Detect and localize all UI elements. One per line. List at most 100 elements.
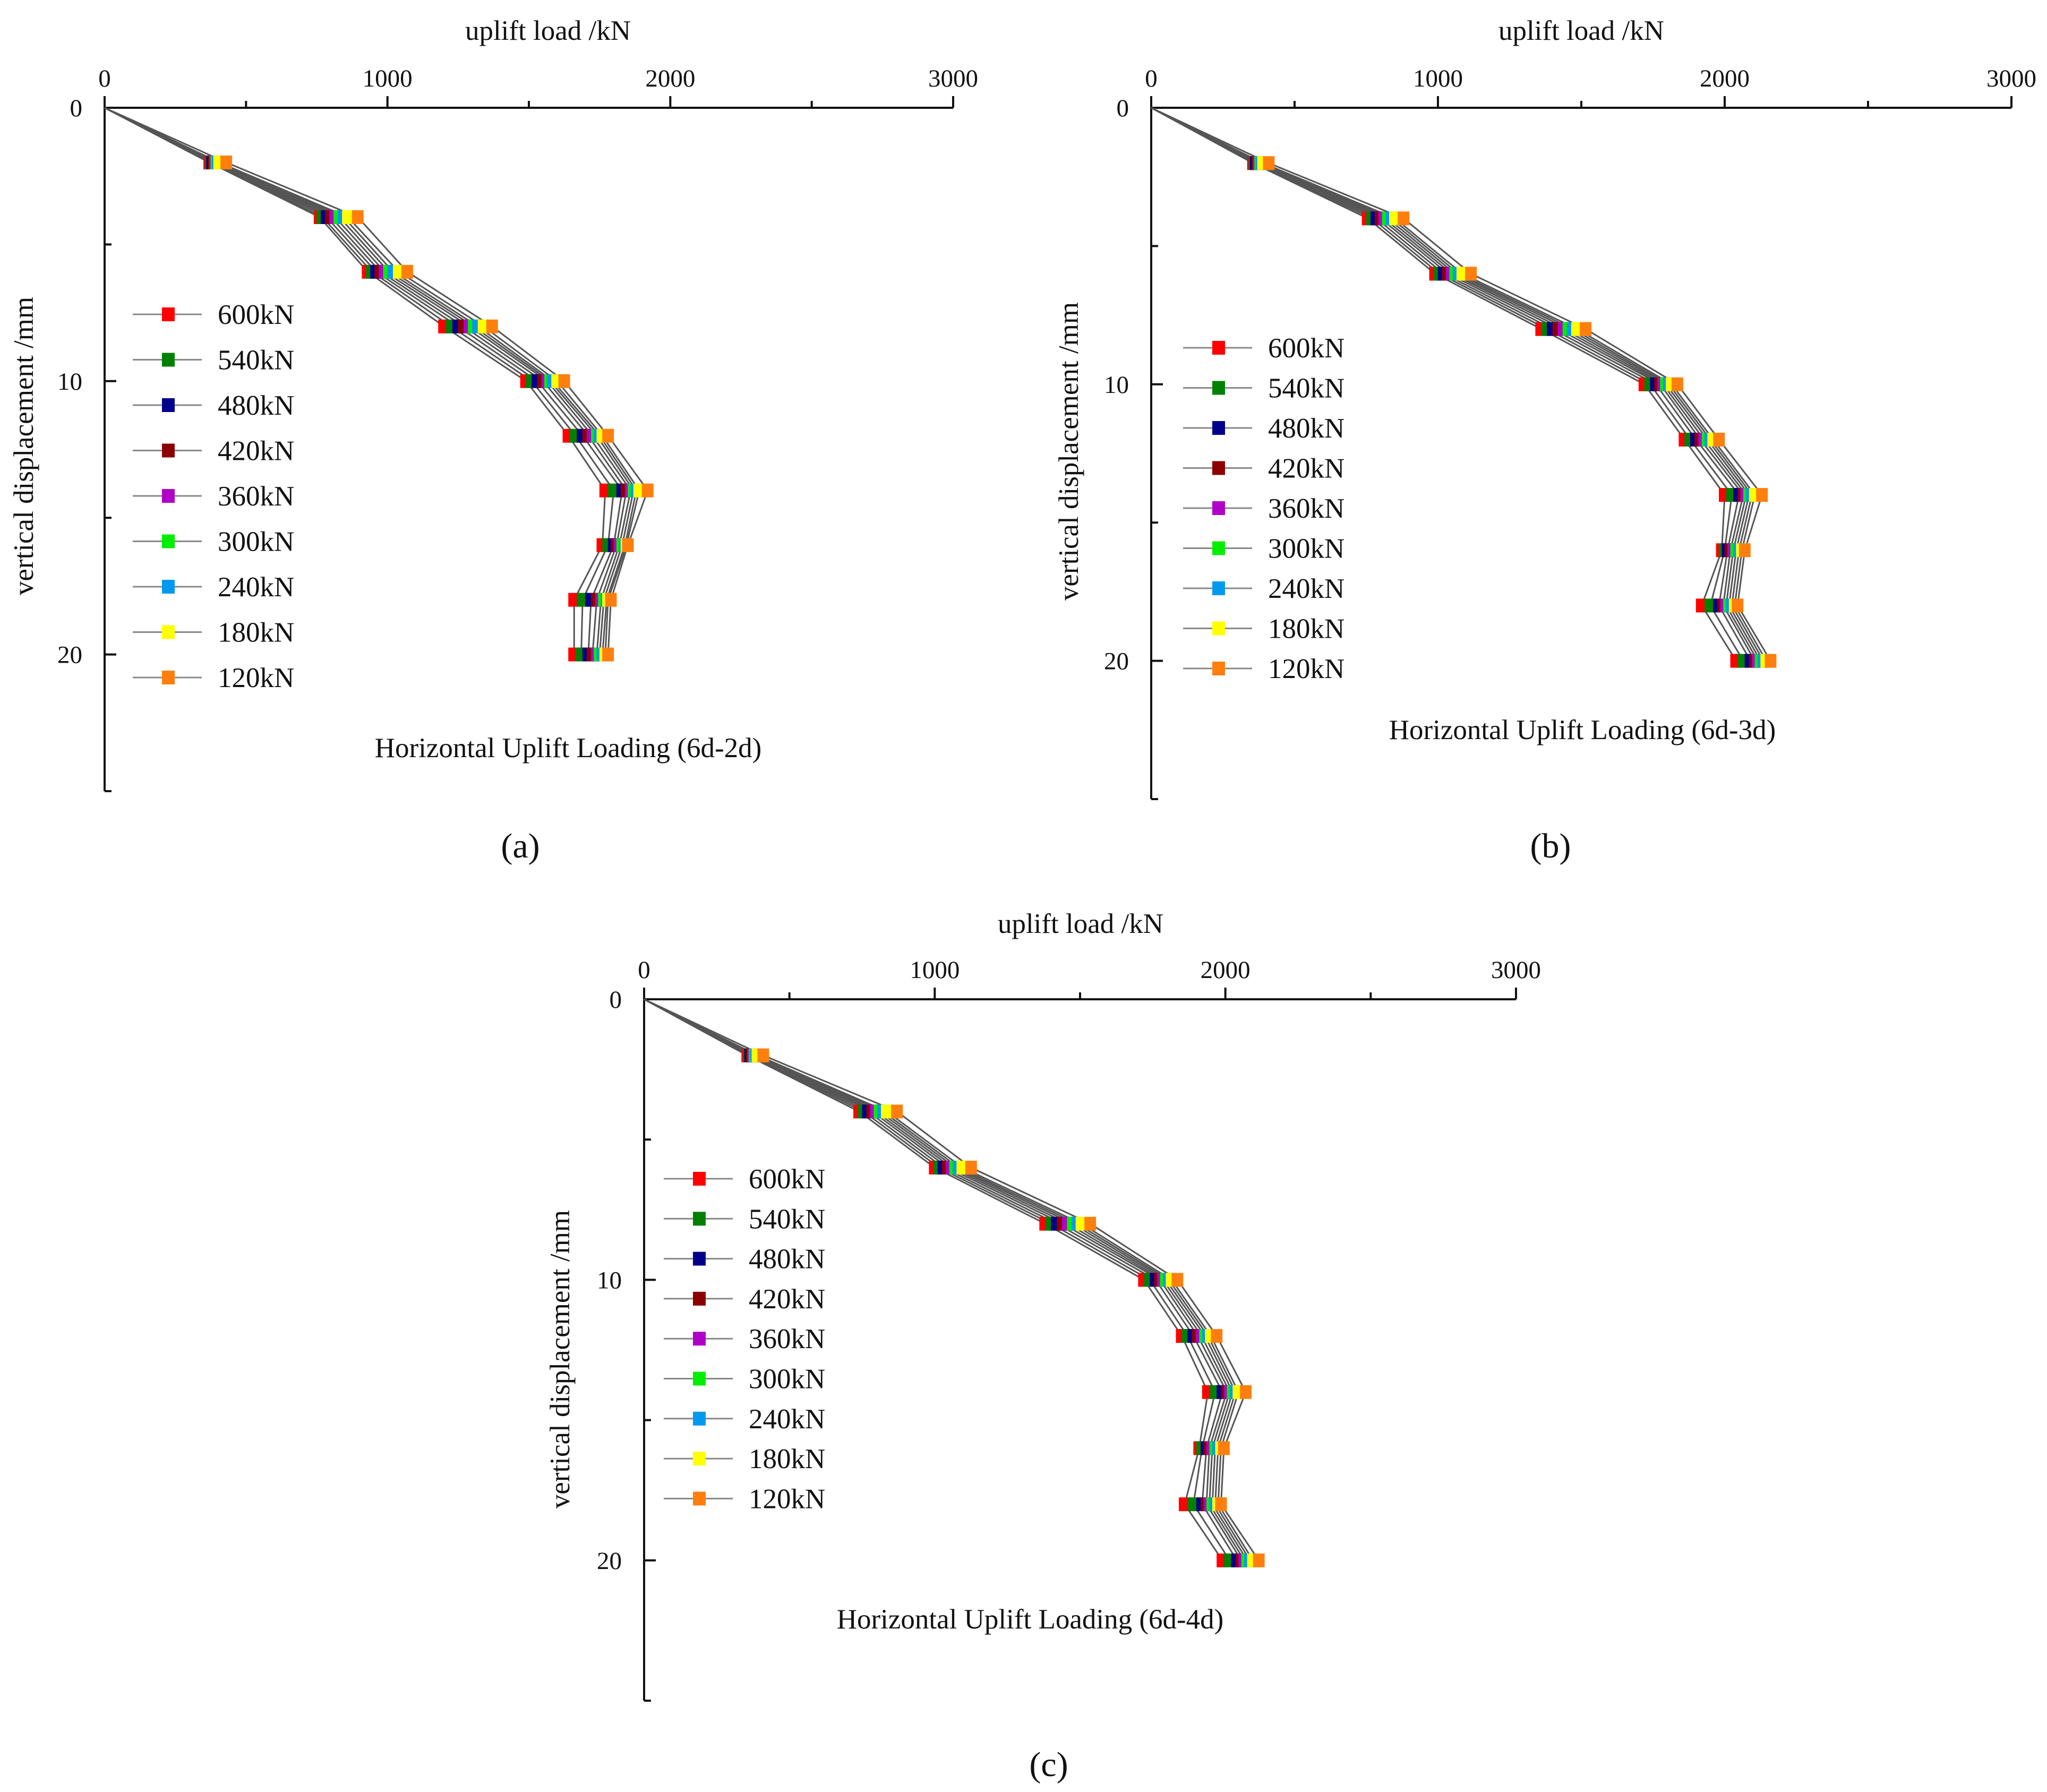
data-point-120kN — [1171, 1273, 1184, 1287]
x-tick-label: 3000 — [1986, 65, 2036, 92]
y-tick-label: 10 — [57, 368, 82, 396]
data-point-120kN — [1671, 377, 1683, 391]
data-point-120kN — [486, 319, 498, 333]
legend-label: 120kN — [218, 663, 294, 693]
data-point-120kN — [1253, 1553, 1265, 1567]
legend-marker — [1212, 381, 1225, 395]
legend-label: 360kN — [749, 1324, 825, 1354]
legend-label: 420kN — [218, 436, 294, 467]
legend-label: 540kN — [749, 1204, 825, 1234]
legend-label: 480kN — [1268, 413, 1344, 444]
data-point-120kN — [602, 647, 614, 662]
panel-label: (c) — [1029, 1745, 1068, 1784]
data-point-120kN — [1765, 654, 1777, 668]
data-point-120kN — [605, 593, 617, 607]
legend-marker — [693, 1212, 706, 1226]
x-axis-title: uplift load /kN — [998, 908, 1163, 939]
data-point-120kN — [1738, 543, 1751, 558]
x-tick-label: 1000 — [910, 956, 960, 984]
data-point-120kN — [1580, 322, 1592, 336]
chart-title: Horizontal Uplift Loading (6d-4d) — [837, 1604, 1224, 1635]
legend-marker — [1212, 501, 1225, 515]
legend-marker — [693, 1452, 706, 1466]
legend-marker — [693, 1251, 706, 1266]
x-tick-label: 1000 — [1413, 65, 1463, 92]
data-point-180kN — [881, 1104, 893, 1119]
y-axis-title: vertical displacement /mm — [545, 1210, 576, 1508]
x-axis-title: uplift load /kN — [1498, 15, 1664, 46]
chart-panel-0: 0 1000 2000 3000 0 10 20 uplift load /kN vertica… — [8, 15, 978, 865]
legend-marker — [162, 580, 175, 594]
legend-marker — [693, 1332, 706, 1346]
legend-label: 300kN — [1268, 534, 1344, 564]
y-tick-label: 10 — [1104, 371, 1129, 399]
legend-marker — [693, 1411, 706, 1426]
data-point-120kN — [891, 1104, 903, 1119]
x-tick-label: 1000 — [363, 65, 413, 92]
panel-label: (b) — [1530, 827, 1571, 865]
legend-label: 360kN — [218, 481, 294, 512]
legend-label: 300kN — [749, 1364, 825, 1395]
x-tick-label: 3000 — [928, 65, 978, 92]
y-tick-label: 20 — [1104, 648, 1129, 675]
legend-marker — [162, 489, 175, 503]
legend-marker — [162, 671, 175, 684]
data-point-120kN — [220, 155, 233, 169]
legend-label: 480kN — [218, 390, 294, 421]
legend-label: 420kN — [1268, 453, 1344, 484]
chart-title: Horizontal Uplift Loading (6d-3d) — [1389, 715, 1776, 745]
legend-label: 120kN — [749, 1484, 825, 1514]
legend-marker — [1212, 421, 1225, 435]
data-point-120kN — [1239, 1385, 1252, 1399]
y-axis-title: vertical displacement /mm — [1054, 302, 1084, 601]
legend-marker — [1212, 461, 1225, 475]
legend-marker — [162, 534, 175, 548]
legend-marker — [162, 443, 175, 458]
chart-panel-1: 0 1000 2000 3000 0 10 20 uplift load /kN vertica… — [1054, 15, 2036, 865]
data-point-120kN — [602, 428, 614, 443]
legend-label: 600kN — [218, 299, 294, 330]
legend-label: 540kN — [1268, 373, 1344, 404]
panel-label: (a) — [501, 827, 539, 865]
data-point-120kN — [622, 538, 634, 552]
y-tick-label: 10 — [597, 1266, 622, 1294]
x-tick-label: 2000 — [1700, 65, 1750, 92]
legend-marker — [693, 1291, 706, 1306]
x-tick-label: 0 — [98, 65, 111, 92]
legend-label: 600kN — [1268, 333, 1344, 364]
legend-label: 420kN — [749, 1284, 825, 1315]
x-tick-label: 2000 — [645, 65, 695, 92]
y-tick-label: 20 — [57, 641, 82, 669]
legend-label: 480kN — [749, 1244, 825, 1275]
data-point-120kN — [1215, 1497, 1227, 1512]
data-point-120kN — [401, 264, 413, 279]
legend-marker — [162, 398, 175, 412]
legend-label: 120kN — [1268, 654, 1344, 684]
data-point-120kN — [1211, 1329, 1223, 1343]
legend-marker — [162, 625, 175, 639]
legend-label: 540kN — [218, 345, 294, 376]
x-tick-label: 0 — [638, 956, 650, 984]
legend-label: 600kN — [749, 1164, 825, 1195]
legend-marker — [693, 1371, 706, 1386]
data-point-120kN — [1084, 1216, 1097, 1231]
y-tick-label: 20 — [597, 1547, 622, 1575]
data-point-120kN — [1465, 267, 1477, 281]
y-axis-title: vertical displacement /mm — [8, 297, 39, 595]
data-point-120kN — [965, 1161, 977, 1175]
data-point-120kN — [352, 210, 364, 224]
legend-marker — [693, 1491, 706, 1506]
data-point-120kN — [1398, 211, 1410, 226]
legend-label: 180kN — [749, 1444, 825, 1474]
data-point-120kN — [1732, 598, 1744, 613]
y-tick-label: 0 — [70, 95, 83, 122]
data-point-180kN — [342, 210, 354, 224]
legend-marker — [1212, 581, 1225, 595]
legend-marker — [1212, 341, 1225, 355]
legend-marker — [1212, 621, 1225, 636]
legend-marker — [1212, 541, 1225, 555]
legend-label: 240kN — [749, 1404, 825, 1435]
x-tick-label: 0 — [1145, 65, 1158, 92]
data-point-120kN — [1756, 488, 1768, 502]
